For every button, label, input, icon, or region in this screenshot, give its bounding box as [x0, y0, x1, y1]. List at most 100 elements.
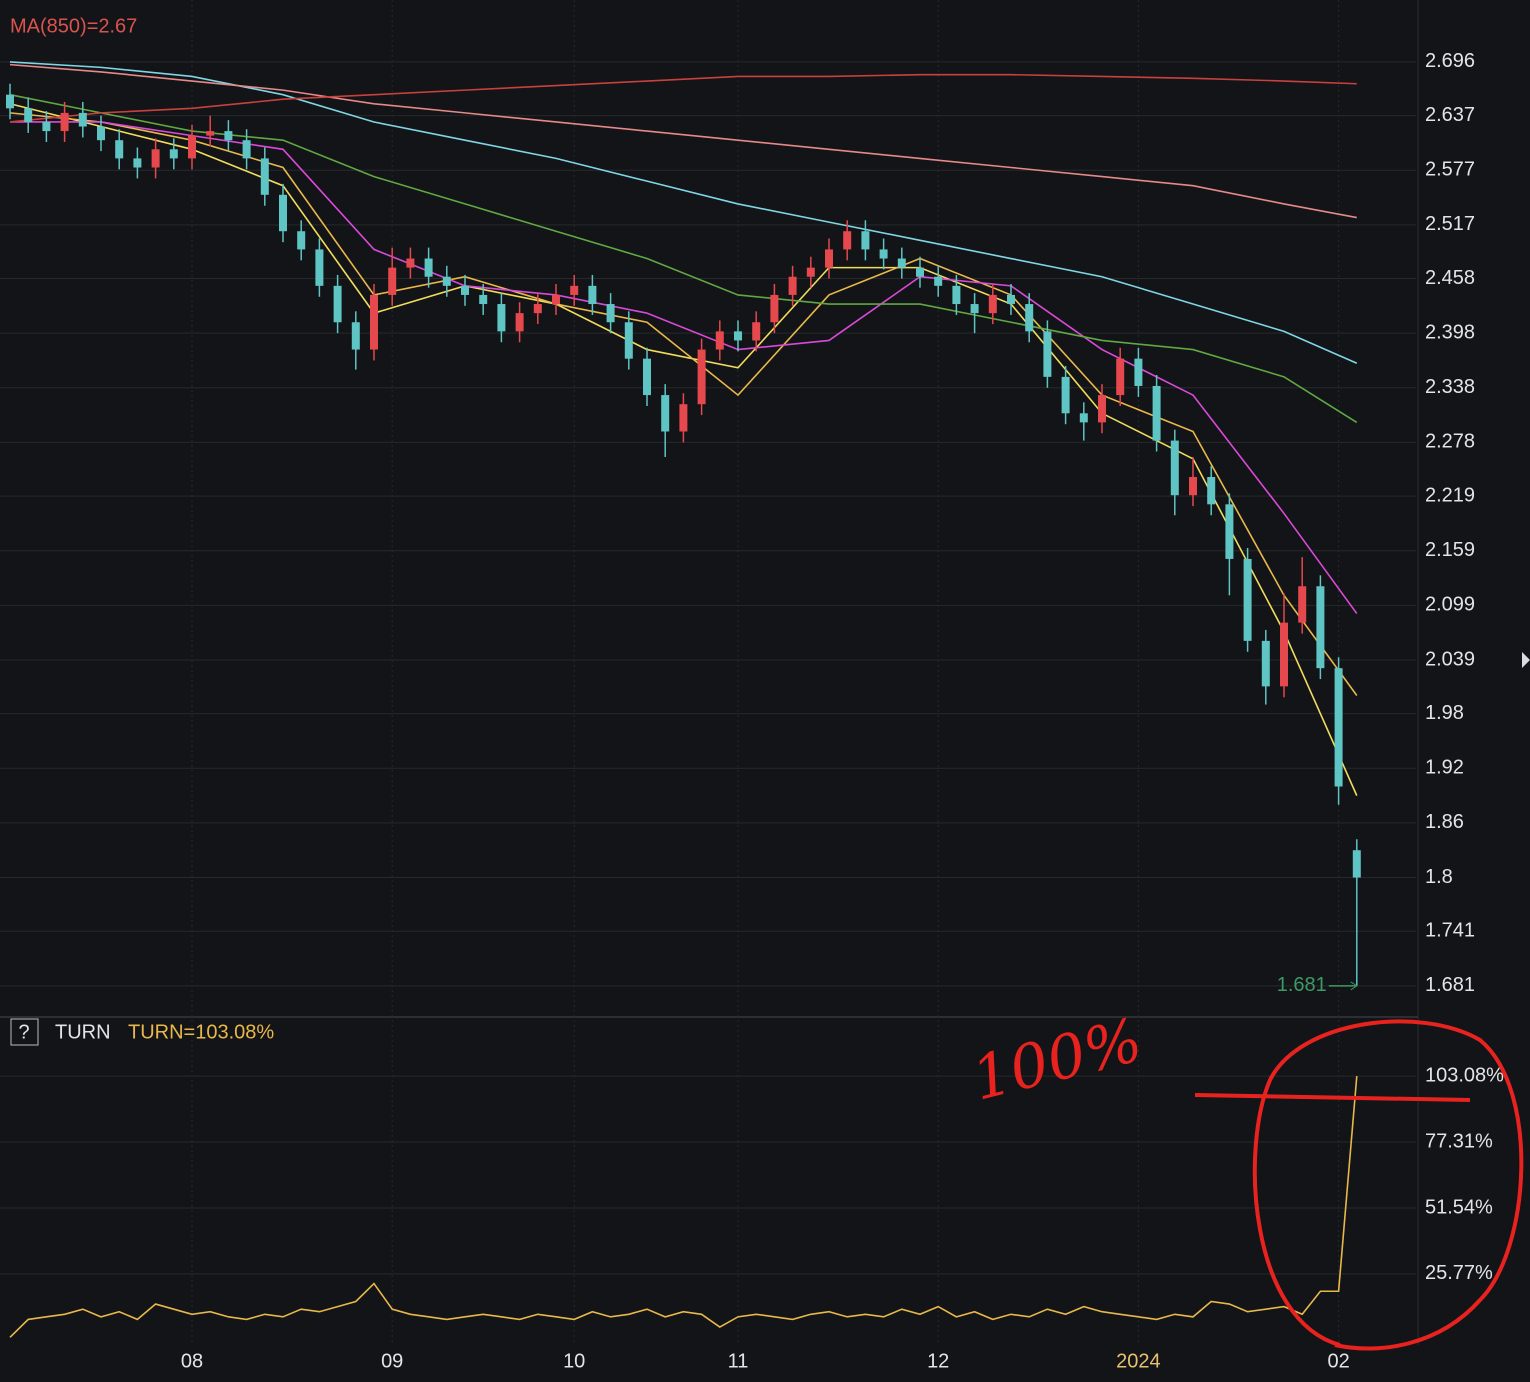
candle-body: [1061, 376, 1070, 414]
hand-line: [1194, 1093, 1471, 1102]
candle-body: [952, 285, 961, 305]
candle-body: [206, 131, 215, 136]
candle-body: [1261, 640, 1270, 687]
candle-body: [770, 294, 779, 323]
candle-body: [624, 322, 633, 359]
candle-body: [1298, 586, 1307, 623]
y-tick-label: 2.637: [1425, 104, 1475, 126]
ma-line: [9, 112, 1358, 696]
candle-body: [260, 158, 269, 195]
candle-body: [1225, 504, 1234, 559]
side-arrow[interactable]: [1522, 652, 1530, 668]
candle-body: [1189, 477, 1197, 496]
candle-body: [1043, 331, 1052, 377]
ma-legend: MA(850)=2.67: [10, 15, 137, 37]
candle-body: [752, 322, 761, 341]
candle-body: [115, 140, 124, 159]
candle-body: [224, 131, 233, 141]
y-tick-label: 2.338: [1425, 376, 1475, 398]
candle-body: [515, 313, 524, 332]
candle-body: [1007, 294, 1015, 305]
candle-body: [843, 231, 852, 250]
candle-body: [60, 112, 69, 132]
ma-line: [9, 63, 1357, 219]
x-tick-label: 08: [181, 1350, 203, 1372]
candle-body: [970, 304, 979, 314]
candle-body: [242, 140, 251, 159]
candle-body: [588, 285, 597, 305]
y-tick-label: 2.398: [1425, 321, 1475, 343]
low-arrowhead: [1350, 981, 1358, 991]
candle-body: [897, 258, 906, 268]
candle-body: [1098, 395, 1106, 423]
y2-tick-label: 103.08%: [1425, 1064, 1504, 1086]
candle-body: [679, 404, 688, 432]
candle-body: [78, 112, 87, 127]
candle-body: [661, 395, 670, 432]
y-tick-label: 2.219: [1425, 484, 1475, 506]
candle-body: [1352, 850, 1361, 878]
low-label: 1.681: [1277, 974, 1327, 996]
x-tick-label: 2024: [1116, 1350, 1161, 1372]
candle-body: [279, 194, 287, 232]
candle-body: [442, 276, 451, 286]
candle-body: [806, 267, 815, 277]
candle-body: [1334, 668, 1343, 787]
help-box[interactable]: [10, 1018, 39, 1046]
candle-body: [643, 358, 651, 396]
candle-body: [715, 331, 724, 350]
y-tick-label: 1.98: [1425, 702, 1464, 724]
candle-body: [916, 267, 924, 277]
y-tick-label: 2.159: [1425, 539, 1475, 561]
y-tick-label: 1.92: [1425, 757, 1464, 779]
candle-body: [788, 276, 797, 295]
candle-body: [570, 285, 579, 295]
candle-body: [333, 285, 342, 323]
x-tick-label: 11: [728, 1350, 749, 1372]
candle-body: [461, 285, 469, 295]
candle-body: [861, 231, 870, 250]
x-tick-label: 02: [1327, 1350, 1349, 1372]
candle-body: [388, 267, 397, 295]
y-tick-label: 2.278: [1425, 431, 1475, 453]
y2-tick-label: 77.31%: [1425, 1130, 1493, 1152]
candle-body: [1170, 440, 1179, 496]
candle-body: [1134, 358, 1143, 386]
help-icon[interactable]: ?: [18, 1021, 29, 1043]
x-tick-label: 10: [563, 1350, 585, 1372]
candle-body: [533, 304, 542, 314]
candle-body: [1207, 477, 1216, 505]
y-tick-label: 2.099: [1425, 594, 1475, 616]
y-tick-label: 1.681: [1425, 974, 1475, 996]
candle-body: [188, 135, 196, 159]
y2-tick-label: 51.54%: [1425, 1196, 1493, 1218]
candle-body: [988, 294, 997, 314]
ma-line: [9, 73, 1357, 123]
candle-body: [315, 249, 324, 286]
candle-body: [697, 349, 706, 405]
candle-body: [1025, 304, 1034, 332]
candle-body: [1243, 558, 1252, 641]
y-tick-label: 1.86: [1425, 811, 1464, 833]
ma-line: [9, 93, 1358, 424]
y-tick-label: 2.039: [1425, 648, 1475, 670]
candle-body: [479, 294, 488, 305]
y-tick-label: 2.577: [1425, 159, 1475, 181]
candle-body: [424, 258, 433, 277]
turn-title: TURN: [55, 1021, 111, 1043]
candle-body: [1079, 413, 1088, 423]
candle-body: [497, 304, 506, 332]
candle-body: [151, 149, 160, 168]
y-tick-label: 2.696: [1425, 50, 1475, 72]
x-tick-label: 09: [381, 1350, 403, 1372]
candle-body: [1116, 358, 1125, 396]
x-tick-label: 12: [927, 1350, 949, 1372]
candle-body: [133, 158, 142, 168]
plot: 2.696 2.637 2.577 2.517 2.458 2.398 2.338 2.278…: [0, 0, 1504, 1372]
candle-body: [406, 258, 415, 268]
turn-value: TURN=103.08%: [128, 1021, 274, 1043]
candle-body: [1152, 385, 1161, 441]
turn-line: [9, 1076, 1358, 1338]
candle-body: [297, 231, 306, 250]
